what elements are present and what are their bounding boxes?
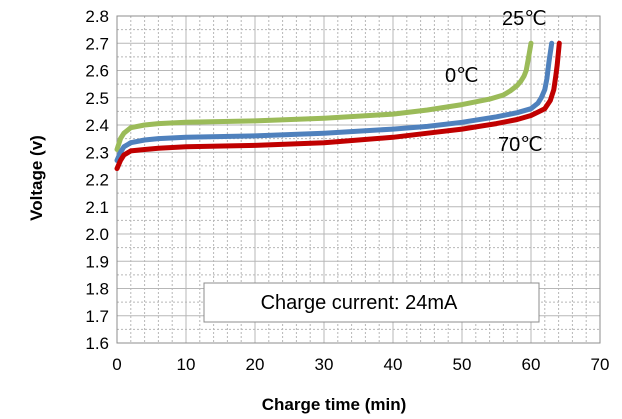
series-label-0c: 0℃ [445, 65, 479, 87]
y-tick-label: 2.7 [85, 34, 109, 53]
axis-layer: 0 10 20 30 40 50 60 70 1.6 1.7 1.8 1.9 2.0 2.1 2.2 2.3 2… [85, 7, 609, 374]
y-tick-label: 2.1 [85, 198, 109, 217]
y-tick-label: 1.7 [85, 307, 109, 326]
x-tick-label: 60 [522, 355, 541, 374]
y-tick-label: 1.9 [85, 252, 109, 271]
y-tick-label: 2.2 [85, 171, 109, 190]
series-label-70c: 70℃ [498, 134, 543, 156]
series-line-2 [114, 40, 562, 172]
y-tick-label: 2.6 [85, 62, 109, 81]
series-layer [114, 40, 562, 172]
y-tick-label: 2.8 [85, 7, 109, 26]
series-line-0 [114, 40, 534, 152]
plot-area-frame [116, 15, 601, 344]
y-tick-label: 2.5 [85, 89, 109, 108]
charge-current-box: Charge current: 24mA [203, 282, 540, 323]
x-tick-label: 20 [246, 355, 265, 374]
x-tick-label: 10 [177, 355, 196, 374]
x-tick-label: 30 [315, 355, 334, 374]
x-tick-label: 50 [453, 355, 472, 374]
x-tick-label: 40 [384, 355, 403, 374]
y-tick-label: 2.0 [85, 225, 109, 244]
series-label-25c: 25℃ [502, 8, 547, 30]
x-tick-label: 0 [112, 355, 121, 374]
y-tick-label: 2.3 [85, 143, 109, 162]
y-tick-label: 1.8 [85, 280, 109, 299]
charge-current-box-frame [203, 282, 540, 323]
x-tick-label: 70 [591, 355, 610, 374]
charge-current-label: Charge current: 24mA [261, 292, 458, 314]
y-axis-title: Voltage (v) [27, 135, 46, 221]
series-line-1 [114, 40, 555, 163]
x-axis-title: Charge time (min) [262, 395, 407, 414]
y-tick-label: 1.6 [85, 334, 109, 353]
y-tick-label: 2.4 [85, 116, 109, 135]
